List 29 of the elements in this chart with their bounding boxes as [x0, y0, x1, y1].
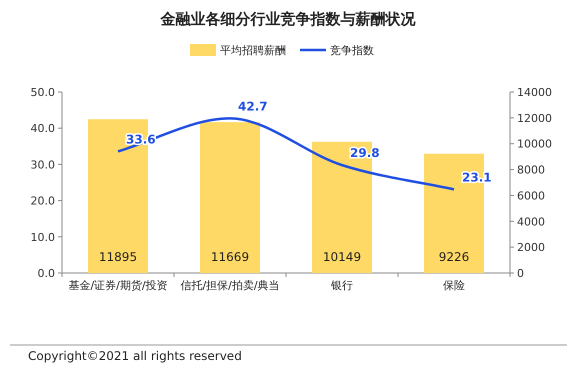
y2-tick-label: 6000	[517, 189, 545, 202]
data-label: 42.7	[238, 99, 268, 114]
x-tick-label: 保险	[443, 279, 465, 292]
y2-tick-label: 2000	[517, 241, 545, 254]
line-series	[116, 117, 456, 191]
y-tick-label: 20.0	[30, 194, 55, 208]
y2-tick-label: 0	[517, 267, 524, 280]
x-tick-label: 基金/证券/期货/投资	[68, 279, 168, 292]
bar	[200, 122, 260, 273]
y-tick-label: 10.0	[30, 230, 55, 244]
y-tick-label: 30.0	[30, 158, 55, 172]
text: Copyright©2021 all rights reserved	[28, 349, 242, 363]
x-tick-label: 信托/担保/拍卖/典当	[180, 279, 280, 292]
chart-title: 金融业各细分行业竞争指数与薪酬状况	[160, 10, 416, 28]
x-tick-label: 银行	[330, 279, 353, 292]
data-label: 10149	[322, 250, 362, 264]
y2-tick-label: 14000	[517, 86, 552, 99]
y-tick-label: 40.0	[30, 122, 55, 136]
y2-tick-label: 4000	[517, 215, 545, 228]
y-tick-label: 0.0	[38, 267, 55, 280]
y2-tick-label: 12000	[517, 112, 552, 125]
data-label: 11895	[98, 250, 138, 264]
y-tick-label: 50.0	[30, 86, 55, 99]
legend-label: 竞争指数	[330, 44, 374, 57]
y2-tick-label: 8000	[517, 164, 545, 177]
data-label: 9226	[438, 250, 470, 264]
data-label: 11669	[210, 250, 250, 264]
y2-tick-label: 10000	[517, 138, 552, 151]
legend-label: 平均招聘薪酬	[220, 44, 286, 57]
